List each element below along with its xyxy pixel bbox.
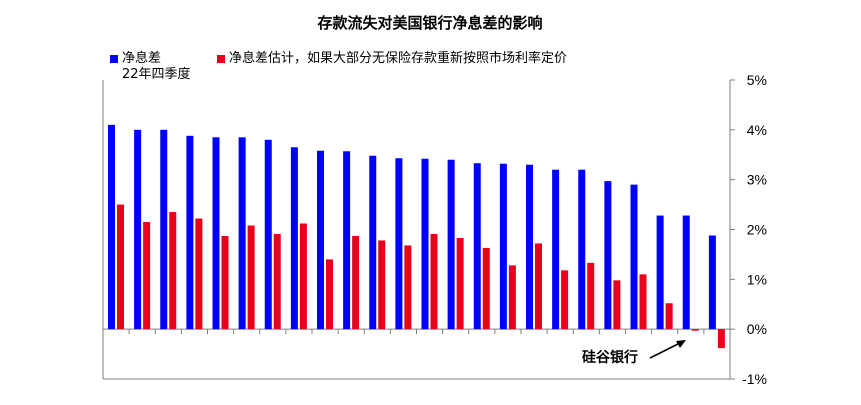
bar-margin-q4 xyxy=(238,137,246,330)
bar-margin-q4 xyxy=(395,158,403,330)
bar-margin-q4 xyxy=(134,129,142,330)
bar-margin-estimate xyxy=(508,265,516,330)
bar-margin-estimate xyxy=(404,245,412,330)
bar-margin-q4 xyxy=(421,158,429,330)
bar-margin-estimate xyxy=(482,247,490,330)
bar-margin-q4 xyxy=(630,184,638,330)
bar-margin-q4 xyxy=(290,147,298,330)
bar-margin-q4 xyxy=(343,151,351,330)
bar-margin-estimate xyxy=(143,222,151,330)
legend-label-margin-q4-line2: 22年四季度 xyxy=(122,66,191,82)
bar-margin-estimate xyxy=(430,233,438,330)
bar-margin-estimate xyxy=(717,329,725,349)
annotation: 硅谷银行 xyxy=(582,340,686,366)
legend-swatch-blue xyxy=(110,55,118,63)
bar-margin-estimate xyxy=(117,204,124,330)
bar-margin-estimate xyxy=(613,280,621,330)
bar-margin-q4 xyxy=(212,137,220,330)
bar-margin-estimate xyxy=(195,218,203,330)
y-tick-label: 2% xyxy=(747,222,767,238)
legend-label-margin-q4: 净息差 xyxy=(122,50,161,66)
bar-margin-estimate xyxy=(169,212,177,330)
bar-margin-q4 xyxy=(604,181,612,330)
y-tick-label: 4% xyxy=(747,122,767,138)
bar-margin-estimate xyxy=(587,262,595,330)
bar-margin-estimate xyxy=(665,303,673,330)
bar-margin-estimate xyxy=(691,329,699,331)
bar-margin-q4 xyxy=(264,139,272,330)
bar-margin-estimate xyxy=(326,259,333,330)
bar-margin-estimate xyxy=(535,243,542,330)
bar-margin-q4 xyxy=(447,159,455,330)
bar-margin-q4 xyxy=(473,163,481,330)
bar-margin-estimate xyxy=(273,233,281,330)
legend: 净息差 22年四季度 净息差估计，如果大部分无保险存款重新按照市场利率定价 xyxy=(110,50,567,82)
bar-margin-q4 xyxy=(708,235,716,330)
bar-margin-q4 xyxy=(160,129,168,330)
bar-margin-q4 xyxy=(578,169,586,330)
bar-margin-q4 xyxy=(186,135,194,330)
bar-margin-estimate xyxy=(247,225,255,330)
bar-margin-q4 xyxy=(108,124,115,330)
bar-margin-q4 xyxy=(526,164,533,330)
bar-margin-estimate xyxy=(299,223,307,330)
bar-margin-q4 xyxy=(369,155,377,330)
annotation-arrow xyxy=(649,342,681,359)
bar-margin-estimate xyxy=(639,274,647,330)
bar-margin-q4 xyxy=(552,169,560,330)
bar-margin-estimate xyxy=(352,235,360,330)
bar-marks xyxy=(108,124,731,349)
legend-swatch-red xyxy=(217,55,225,63)
y-tick-label: 0% xyxy=(747,321,767,337)
bar-margin-q4 xyxy=(656,215,664,330)
bar-margin-q4 xyxy=(317,150,324,330)
y-tick-label: 3% xyxy=(747,172,767,188)
legend-label-margin-estimate: 净息差估计，如果大部分无保险存款重新按照市场利率定价 xyxy=(229,50,567,66)
y-tick-label: -1% xyxy=(742,371,767,387)
annotation-arrow-head xyxy=(676,340,686,348)
bar-margin-q4 xyxy=(499,163,507,330)
annotation-label: 硅谷银行 xyxy=(582,349,638,366)
y-axis-ticks: -1% 0% 1% 2% 3% 4% 5% xyxy=(730,72,767,387)
y-tick-label: 1% xyxy=(747,271,767,287)
bar-margin-q4 xyxy=(682,215,690,330)
y-tick-label: 5% xyxy=(747,72,767,88)
chart-title: 存款流失对美国银行净息差的影响 xyxy=(317,14,542,32)
bar-margin-estimate xyxy=(456,237,464,330)
bar-margin-estimate xyxy=(221,235,229,330)
bar-margin-estimate xyxy=(561,270,569,330)
bar-margin-estimate xyxy=(378,240,386,330)
